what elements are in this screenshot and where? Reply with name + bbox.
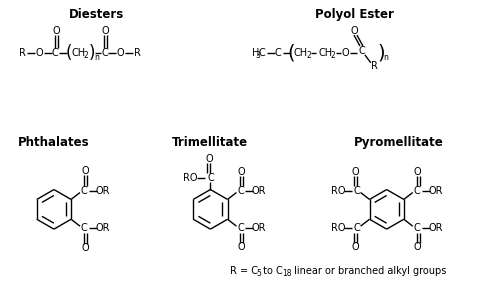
- Text: RO: RO: [330, 223, 345, 233]
- Text: O: O: [414, 167, 422, 177]
- Text: OR: OR: [252, 186, 266, 196]
- Text: C: C: [354, 223, 360, 233]
- Text: CH: CH: [294, 48, 308, 58]
- Text: R: R: [372, 61, 378, 71]
- Text: R: R: [19, 48, 26, 58]
- Text: O: O: [81, 166, 89, 176]
- Text: OR: OR: [252, 223, 266, 233]
- Text: Phthalates: Phthalates: [18, 137, 90, 150]
- Text: O: O: [238, 167, 245, 177]
- Text: O: O: [342, 48, 349, 58]
- Text: C: C: [354, 186, 360, 196]
- Text: to C: to C: [260, 266, 282, 276]
- Text: Polyol Ester: Polyol Ester: [314, 8, 394, 21]
- Text: O: O: [238, 242, 245, 252]
- Text: C: C: [52, 48, 59, 58]
- Text: C: C: [237, 186, 244, 196]
- Text: (: (: [66, 44, 72, 62]
- Text: 5: 5: [256, 269, 261, 278]
- Text: C: C: [80, 186, 87, 196]
- Text: Pyromellitate: Pyromellitate: [354, 137, 444, 150]
- Text: RO: RO: [184, 173, 198, 183]
- Text: OR: OR: [428, 186, 442, 196]
- Text: OR: OR: [96, 223, 110, 233]
- Text: 2: 2: [306, 51, 311, 60]
- Text: C: C: [358, 46, 366, 56]
- Text: O: O: [81, 243, 89, 253]
- Text: ): ): [88, 44, 95, 62]
- Text: Diesters: Diesters: [69, 8, 124, 21]
- Text: H: H: [252, 48, 260, 58]
- Text: R: R: [134, 48, 140, 58]
- Text: C: C: [414, 223, 420, 233]
- Text: C: C: [207, 173, 214, 183]
- Text: OR: OR: [96, 186, 110, 196]
- Text: 18: 18: [282, 269, 292, 278]
- Text: n: n: [383, 53, 388, 62]
- Text: C: C: [101, 48, 108, 58]
- Text: 2: 2: [83, 51, 88, 60]
- Text: O: O: [52, 26, 60, 36]
- Text: n: n: [94, 53, 99, 62]
- Text: C: C: [258, 48, 266, 58]
- Text: O: O: [102, 26, 109, 36]
- Text: O: O: [206, 154, 213, 164]
- Text: C: C: [274, 48, 281, 58]
- Text: linear or branched alkyl groups: linear or branched alkyl groups: [290, 266, 446, 276]
- Text: O: O: [352, 167, 360, 177]
- Text: O: O: [36, 48, 43, 58]
- Text: C: C: [414, 186, 420, 196]
- Text: Trimellitate: Trimellitate: [172, 137, 248, 150]
- Text: O: O: [352, 242, 360, 252]
- Text: O: O: [116, 48, 124, 58]
- Text: C: C: [237, 223, 244, 233]
- Text: 3: 3: [256, 51, 260, 60]
- Text: 2: 2: [331, 51, 336, 60]
- Text: RO: RO: [330, 186, 345, 196]
- Text: (: (: [288, 43, 296, 62]
- Text: CH: CH: [318, 48, 332, 58]
- Text: O: O: [414, 242, 422, 252]
- Text: CH: CH: [72, 48, 86, 58]
- Text: O: O: [350, 26, 358, 36]
- Text: ): ): [377, 43, 384, 62]
- Text: R = C: R = C: [230, 266, 258, 276]
- Text: OR: OR: [428, 223, 442, 233]
- Text: C: C: [80, 223, 87, 233]
